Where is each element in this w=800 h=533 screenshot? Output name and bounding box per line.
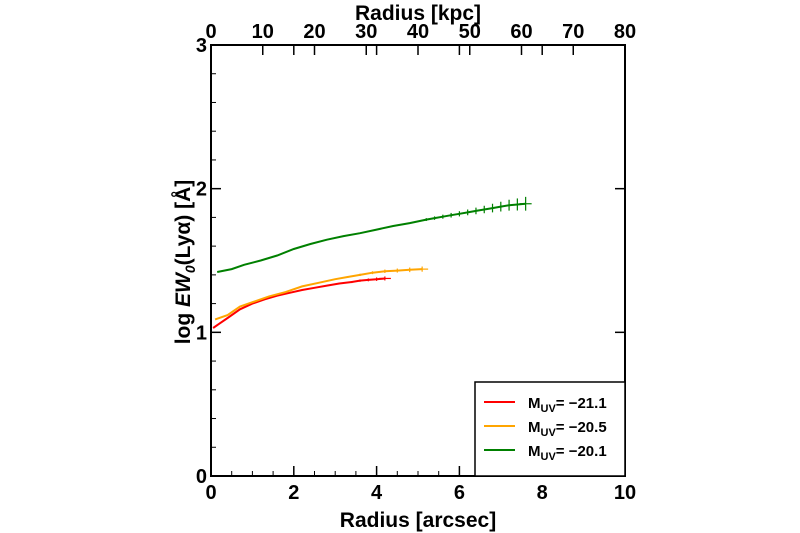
legend-items: MUV= −21.1 MUV= −20.5 MUV= −20.1 — [484, 395, 607, 463]
y-axis-title-prefix: log — [172, 307, 195, 344]
x2-tick-label: 0 — [205, 21, 216, 43]
series-1 — [212, 276, 391, 329]
x2-tick-label: 40 — [407, 21, 429, 43]
x-tick-label: 0 — [205, 482, 216, 504]
x2-axis-title: Radius [kpc] — [355, 2, 481, 25]
x2-tick-label: 80 — [614, 21, 636, 43]
legend-label: MUV= −20.1 — [528, 443, 607, 463]
x-tick-label: 6 — [454, 482, 465, 504]
y-axis-title-sub: 0 — [182, 265, 198, 273]
x2-tick-label: 30 — [355, 21, 377, 43]
x2-tick-label: 70 — [562, 21, 584, 43]
y-axis-title: log EW0(Lyα) [Å] — [171, 180, 198, 345]
y-tick-label: 2 — [196, 179, 207, 201]
x2-tick-label: 20 — [303, 21, 325, 43]
y-tick-label: 3 — [196, 35, 207, 57]
legend-label: MUV= −21.1 — [528, 395, 607, 415]
x-tick-label: 2 — [288, 482, 299, 504]
x2-tick-label: 10 — [252, 21, 274, 43]
y-axis-title-ew: EW — [172, 271, 195, 307]
series-line — [212, 277, 385, 329]
legend-label: MUV= −20.5 — [528, 419, 607, 439]
legend: MUV= −21.1 MUV= −20.5 MUV= −20.1 — [474, 381, 626, 477]
x2-tick-label: 60 — [510, 21, 532, 43]
series-2 — [214, 266, 429, 321]
y-tick-label: 1 — [196, 322, 207, 344]
x-axis-title: Radius [arcsec] — [340, 509, 496, 532]
x-tick-label: 8 — [537, 482, 548, 504]
x2-tick-label: 50 — [459, 21, 481, 43]
series-line — [214, 268, 423, 321]
series-3 — [217, 196, 532, 273]
x-tick-label: 4 — [371, 482, 383, 504]
legend-box — [474, 381, 626, 477]
series-layer — [212, 196, 532, 329]
y-axis-title-suffix: (Lyα) [Å] — [171, 180, 195, 266]
x-tick-label: 10 — [614, 482, 636, 504]
y-tick-label: 0 — [196, 466, 207, 488]
series-line — [217, 202, 526, 273]
